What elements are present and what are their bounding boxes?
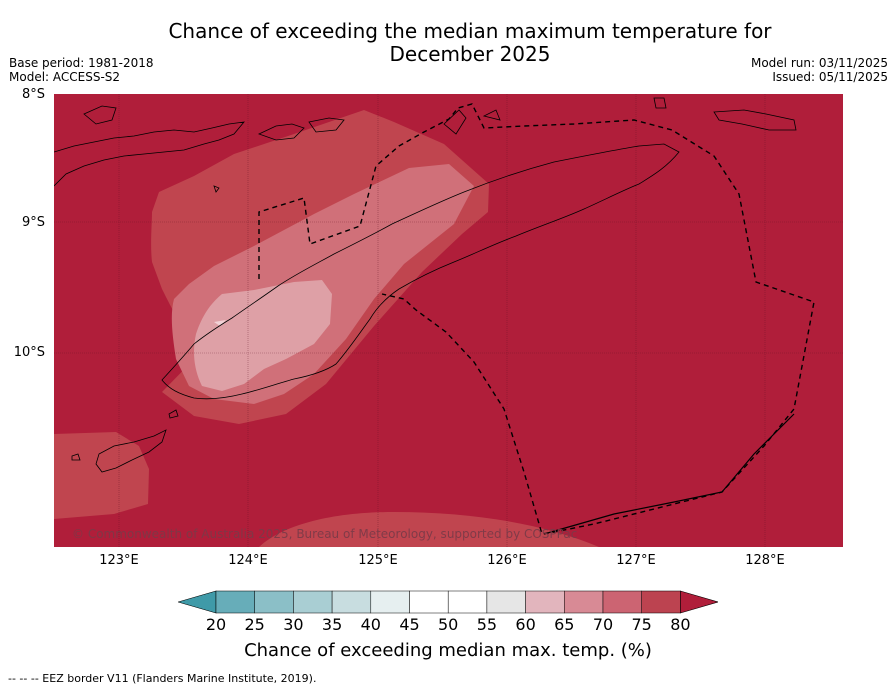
contour-band-70-75-sw	[54, 432, 149, 519]
colorbar-cell	[409, 590, 449, 614]
meta-left: Base period: 1981-2018 Model: ACCESS-S2	[9, 56, 154, 84]
colorbar-cell	[564, 590, 604, 614]
colorbar-tick-label: 75	[631, 615, 652, 634]
issued-date: Issued: 05/11/2025	[772, 70, 888, 84]
lon-label-128e: 128°E	[745, 553, 785, 568]
lon-label-126e: 126°E	[487, 553, 527, 568]
lon-label-124e: 124°E	[228, 553, 268, 568]
contour-band-60-65	[194, 280, 332, 391]
map-title-line2: December 2025	[389, 42, 551, 66]
eez-solid-segment	[543, 413, 795, 535]
lon-label-123e: 123°E	[99, 553, 139, 568]
colorbar-cell	[331, 590, 372, 614]
lat-label-8s: 8°S	[21, 87, 45, 102]
colorbar-tick-label: 45	[399, 615, 420, 634]
colorbar-tick-label: 35	[321, 615, 343, 634]
colorbar-tick-label: 20	[205, 615, 227, 634]
graticule	[54, 94, 843, 547]
probability-map: © Commonwealth of Australia 2025, Bureau…	[54, 94, 843, 547]
rote-island	[95, 429, 167, 473]
colorbar-cell	[486, 590, 526, 614]
colorbar-tick-label: 25	[244, 615, 265, 634]
colorbar-tick-label: 30	[283, 615, 304, 634]
colorbar-cell	[254, 590, 294, 614]
colorbar-tick-label: 50	[438, 615, 459, 634]
meta-right: Model run: 03/11/2025 Issued: 05/11/2025	[751, 56, 888, 84]
colorbar-cell	[641, 590, 681, 614]
model-run: Model run: 03/11/2025	[750, 56, 888, 70]
colorbar-title: Chance of exceeding median max. temp. (%…	[244, 640, 652, 661]
colorbar-cell	[370, 590, 410, 614]
base-period: Base period: 1981-2018	[9, 56, 154, 70]
northern-islands-2	[83, 97, 797, 141]
colorbar-tick-label: 60	[515, 615, 536, 634]
colorbar-tick-label: 70	[592, 615, 614, 634]
lat-label-9s: 9°S	[21, 215, 45, 230]
colorbar-cell	[525, 590, 565, 614]
colorbar-tick-label: 40	[360, 615, 381, 634]
lon-label-127e: 127°E	[616, 553, 656, 568]
small-island-sw	[71, 185, 220, 461]
eez-border	[258, 103, 815, 535]
colorbar	[178, 590, 718, 614]
contour-speck	[214, 320, 226, 326]
timor-coastline	[161, 143, 680, 400]
colorbar-cell	[215, 590, 255, 614]
colorbar-tick-label: 55	[476, 615, 498, 634]
colorbar-cell	[447, 590, 488, 614]
colorbar-cells	[178, 590, 718, 614]
model-name: Model: ACCESS-S2	[9, 70, 121, 84]
copyright-watermark: © Commonwealth of Australia 2025, Bureau…	[72, 527, 577, 541]
northern-islands-3	[443, 109, 501, 135]
colorbar-cell	[293, 590, 333, 614]
colorbar-extend-high	[680, 590, 718, 614]
northern-islands-1	[54, 121, 245, 187]
contour-band-70-75-s	[259, 512, 599, 547]
colorbar-tick-label: 80	[670, 615, 691, 634]
colorbar-cell	[602, 590, 642, 614]
colorbar-tick-label: 65	[554, 615, 575, 634]
lat-label-10s: 10°S	[13, 345, 45, 360]
footer-eez-note: -- -- -- EEZ border V11 (Flanders Marine…	[8, 672, 317, 685]
colorbar-extend-low	[178, 590, 217, 614]
lon-label-125e: 125°E	[358, 553, 398, 568]
map-title-line1: Chance of exceeding the median maximum t…	[168, 19, 772, 43]
